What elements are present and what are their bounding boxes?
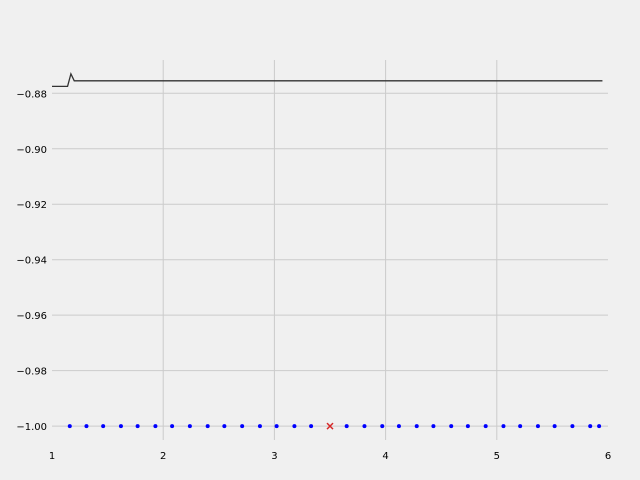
- scatter-point: [535, 424, 540, 429]
- x-tick-label: 2: [160, 451, 166, 462]
- y-tick-label: −0.98: [16, 367, 47, 378]
- scatter-point: [344, 424, 349, 429]
- scatter-point: [552, 424, 557, 429]
- scatter-point: [483, 424, 488, 429]
- scatter-point: [309, 424, 314, 429]
- scatter-point: [170, 424, 175, 429]
- scatter-point: [501, 424, 506, 429]
- x-tick-label: 3: [271, 451, 277, 462]
- scatter-point: [118, 424, 123, 429]
- scatter-point: [292, 424, 297, 429]
- scatter-point: [222, 424, 227, 429]
- x-tick-label: 1: [49, 451, 55, 462]
- scatter-point: [187, 424, 192, 429]
- scatter-point: [205, 424, 210, 429]
- scatter-point: [153, 424, 158, 429]
- scatter-point: [431, 424, 436, 429]
- y-tick-label: −0.92: [16, 200, 47, 211]
- scatter-point: [449, 424, 454, 429]
- x-tick-label: 5: [494, 451, 500, 462]
- scatter-point: [362, 424, 367, 429]
- x-tick-label: 6: [605, 451, 611, 462]
- scatter-point: [588, 424, 593, 429]
- scatter-point: [84, 424, 89, 429]
- x-marker: [326, 422, 334, 430]
- scatter-point: [67, 424, 72, 429]
- x-tick-labels: 1 2 3 4 5 6: [49, 451, 611, 462]
- y-tick-labels: −1.00 −0.98 −0.96 −0.94 −0.92 −0.90 −0.88: [16, 89, 47, 433]
- scatter-point: [518, 424, 523, 429]
- scatter-point: [597, 424, 602, 429]
- series-line: [52, 72, 603, 88]
- scatter-point: [135, 424, 140, 429]
- scatter-point: [257, 424, 262, 429]
- y-tick-label: −1.00: [16, 422, 47, 433]
- scatter-point: [380, 424, 385, 429]
- scatter-point: [414, 424, 419, 429]
- scatter-point: [570, 424, 575, 429]
- scatter-point: [396, 424, 401, 429]
- x-tick-label: 4: [382, 451, 388, 462]
- y-tick-label: −0.88: [16, 89, 47, 100]
- y-tick-label: −0.94: [16, 256, 47, 267]
- series-layer: [52, 72, 603, 430]
- scatter-point: [465, 424, 470, 429]
- grid-lines: [52, 60, 608, 440]
- y-tick-label: −0.90: [16, 145, 47, 156]
- scatter-point: [240, 424, 245, 429]
- y-tick-label: −0.96: [16, 311, 47, 322]
- scatter-point: [274, 424, 279, 429]
- scatter-point: [101, 424, 106, 429]
